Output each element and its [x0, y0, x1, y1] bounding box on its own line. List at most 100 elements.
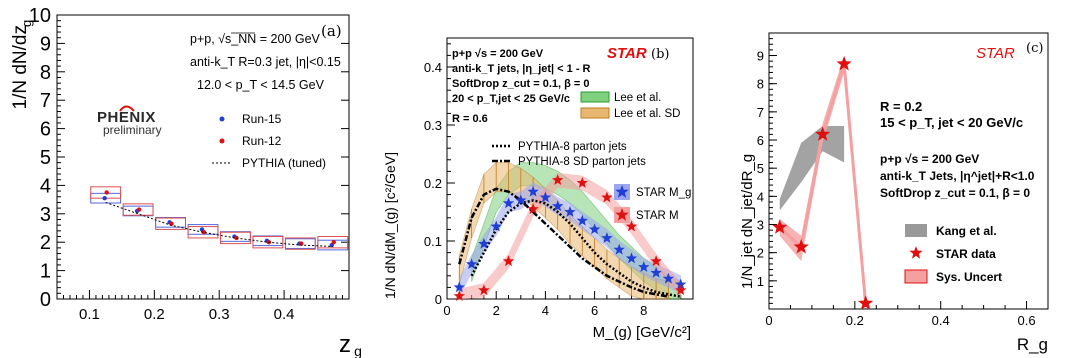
y-tick-label: 0.1: [424, 234, 442, 249]
panel-c-frame: [768, 32, 1049, 310]
star-m-band: [458, 172, 682, 300]
x-tick-label: 6: [591, 303, 598, 318]
y-tick-label: 1: [757, 274, 764, 289]
x-tick-label: 2: [493, 303, 500, 318]
y-tick-label: 8: [757, 77, 764, 92]
star-title: STAR: [976, 45, 1015, 62]
star-mg-point: [539, 191, 552, 203]
star-m-point: [625, 220, 638, 232]
legend-entry: Lee et al.: [614, 92, 661, 104]
data-point: [201, 230, 207, 235]
star-m-point: [601, 191, 613, 203]
star-data-point: [772, 219, 788, 234]
y-axis-label-sub: g: [19, 20, 34, 27]
star-data-point: [815, 126, 831, 141]
star-m-point: [675, 284, 687, 296]
star-mg-point: [564, 206, 576, 217]
panel-label: (a): [321, 22, 342, 40]
y-tick-label: 0.2: [424, 176, 442, 191]
star-m-point: [502, 255, 515, 267]
star-mg-point: [650, 266, 662, 278]
y-tick-label: 9: [757, 49, 764, 64]
legend-marker: [219, 138, 225, 144]
y-tick-label: 5: [40, 147, 51, 169]
y-tick-label: 3: [40, 204, 51, 226]
legend-swatch: [905, 224, 927, 237]
y-tick-label: 0: [40, 289, 51, 311]
logo-subtitle: preliminary: [103, 123, 162, 137]
legend-swatch: [580, 107, 610, 119]
legend-marker: [909, 246, 923, 259]
star-data-point: [836, 56, 852, 71]
panel-label: (b): [651, 47, 669, 62]
x-tick-label: 4: [542, 303, 549, 318]
annotation: R = 0.2: [880, 99, 922, 114]
y-tick-label: 6: [757, 133, 764, 148]
y-tick-label: 0.3: [424, 118, 442, 133]
panel-label: (c): [1026, 41, 1043, 56]
sys-box: [252, 236, 284, 249]
y-tick-label: 8: [40, 62, 51, 84]
data-point: [136, 207, 142, 212]
star-m-point: [478, 284, 490, 296]
legend-entry: Run-15: [242, 112, 282, 126]
legend-entry: Kang et al.: [936, 224, 997, 238]
star-mg-point: [453, 281, 465, 293]
star-mg-point: [675, 278, 687, 290]
phenix-logo-arc: [119, 105, 135, 112]
y-tick-label: 4: [757, 189, 764, 204]
y-tick-label: 0.4: [424, 60, 442, 75]
sys-box: [317, 236, 349, 249]
y-axis-label: 1/N dN/dz: [10, 25, 31, 109]
x-tick-label: 0.2: [144, 306, 165, 323]
data-point: [102, 195, 107, 201]
panel-c: 1 2 3 4 5 6 7 8 9 0 0.2 0.4 0.6 R_g 1/N_jet dN_jet/dR_…: [739, 32, 1049, 354]
legend-entry: STAR M: [636, 210, 679, 222]
legend-marker: [615, 185, 629, 198]
legend-entry: PYTHIA-8 SD parton jets: [518, 156, 646, 168]
x-tick-label: 0.1: [79, 306, 100, 323]
kang-band: [779, 125, 845, 211]
x-axis-label: z: [339, 331, 351, 358]
star-mg-point: [552, 200, 564, 212]
x-tick-label: 0: [443, 303, 450, 318]
data-point: [234, 235, 239, 241]
legend-swatch: [904, 269, 928, 284]
x-tick-label: 8: [640, 303, 647, 318]
star-mg-point: [465, 258, 478, 270]
y-axis-label: 1/N_jet dN_jet/dR_g: [739, 154, 756, 289]
legend-entry: Lee et al. SD: [614, 108, 680, 120]
x-tick-label: 0.3: [209, 306, 230, 323]
y-axis-label: 1/N dN/dM_(g) [c²/GeV]: [382, 152, 398, 299]
star-data-point: [858, 295, 874, 310]
annotation: SoftDrop z_cut = 0.1, β = 0: [880, 186, 1030, 200]
star-mg-point: [527, 185, 539, 197]
annotation: 20 < p_T,jet < 25 GeV/c: [452, 93, 570, 105]
sys-box: [122, 203, 154, 216]
x-axis-label-sub: g: [354, 343, 362, 358]
star-mg-point: [588, 223, 601, 235]
y-tick-label: 1: [40, 261, 51, 283]
star-mg-point: [515, 194, 527, 206]
star-mg-point: [576, 214, 588, 226]
y-tick-label: 9: [40, 33, 51, 55]
annotation: anti-k_T Jets, |η^jet|+R<1.0: [880, 169, 1035, 183]
annotation: p+p √s = 200 GeV: [452, 48, 544, 60]
annotation: p+p, √s_NN = 200 GeV: [190, 32, 321, 46]
y-tick-label: 4: [40, 175, 51, 197]
annotation: SoftDrop z_cut = 0.1, β = 0: [452, 78, 590, 90]
data-point: [104, 190, 109, 195]
sys-band: [779, 55, 845, 262]
data-point: [331, 240, 336, 245]
legend-entry: Sys. Uncert: [936, 270, 1002, 284]
legend-entry: STAR M_g: [636, 187, 691, 199]
star-m-point: [527, 203, 539, 214]
legend-entry: PYTHIA-8 parton jets: [518, 141, 627, 153]
star-m-point: [650, 255, 662, 267]
star-m-point: [552, 174, 564, 185]
x-tick-label: 0.4: [932, 313, 950, 328]
x-tick-label: 0.2: [846, 313, 864, 328]
pythia-line: [105, 201, 333, 247]
sys-box: [187, 226, 219, 239]
